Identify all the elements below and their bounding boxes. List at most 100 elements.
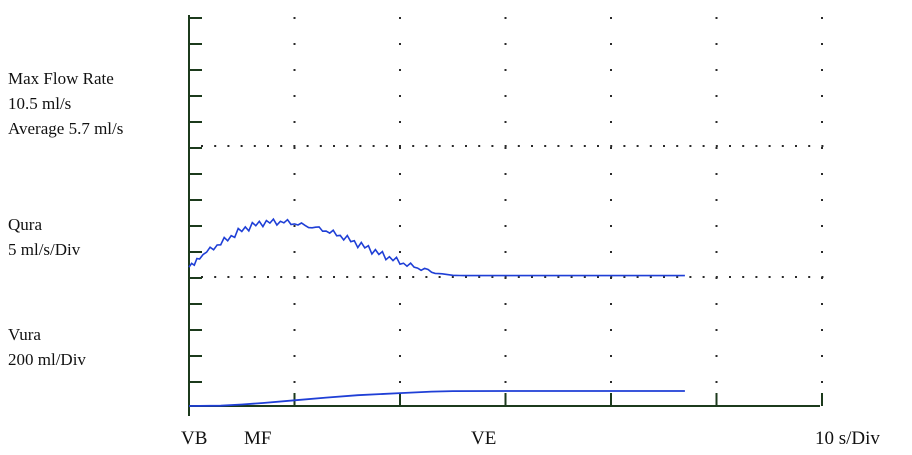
grid-dot xyxy=(425,145,428,147)
grid-dot xyxy=(715,329,718,331)
grid-dot xyxy=(504,381,507,383)
grid-dot xyxy=(610,95,612,97)
grid-dot xyxy=(478,276,481,278)
grid-dot xyxy=(504,121,507,123)
grid-dot xyxy=(808,145,811,147)
marker-label-vb: VB xyxy=(181,428,208,449)
grid-dot xyxy=(715,17,718,19)
grid-dot xyxy=(399,276,401,278)
grid-dot xyxy=(557,276,560,278)
grid-dot xyxy=(399,147,401,149)
grid-dot xyxy=(293,95,296,97)
chart-traces xyxy=(188,217,685,407)
grid-dot xyxy=(715,145,718,147)
grid-dot xyxy=(504,329,507,331)
grid-dot xyxy=(293,69,296,71)
grid-dot xyxy=(821,43,823,45)
grid-dot xyxy=(346,276,349,278)
grid-dot xyxy=(531,145,533,147)
grid-dot xyxy=(821,381,823,383)
grid-dot xyxy=(715,173,718,175)
grid-dot xyxy=(293,147,296,149)
grid-dot xyxy=(821,173,823,175)
grid-dot xyxy=(293,173,296,175)
chart-axes xyxy=(188,15,823,416)
grid-dot xyxy=(544,276,547,278)
grid-dot xyxy=(821,199,823,201)
grid-dot xyxy=(649,145,652,147)
grid-dot xyxy=(504,303,507,305)
grid-dot xyxy=(570,276,573,278)
grid-dot xyxy=(610,121,612,123)
grid-dot xyxy=(399,225,401,227)
flow-rate-trace xyxy=(188,217,685,277)
grid-dot xyxy=(715,381,718,383)
grid-dot xyxy=(293,276,296,278)
grid-dot xyxy=(504,251,507,253)
grid-dot xyxy=(412,276,415,278)
grid-dot xyxy=(676,145,679,147)
grid-dot xyxy=(504,276,507,278)
grid-dot xyxy=(715,43,718,45)
grid-dot xyxy=(663,145,665,147)
grid-dot xyxy=(240,145,243,147)
grid-dot xyxy=(636,145,639,147)
grid-dot xyxy=(504,147,507,149)
grid-dot xyxy=(557,145,560,147)
grid-dot xyxy=(280,276,283,278)
grid-dot xyxy=(570,145,573,147)
grid-dot xyxy=(729,145,731,147)
grid-dot xyxy=(610,17,612,19)
grid-dot xyxy=(504,43,507,45)
grid-dot xyxy=(795,276,797,278)
grid-dot xyxy=(689,145,692,147)
grid-dot xyxy=(715,251,718,253)
grid-dot xyxy=(253,145,256,147)
grid-dot xyxy=(689,276,692,278)
grid-dot xyxy=(293,17,296,19)
grid-dot xyxy=(504,225,507,227)
grid-dot xyxy=(821,17,823,19)
grid-dot xyxy=(372,145,375,147)
grid-dot xyxy=(610,276,613,278)
vura-title: Vura xyxy=(8,325,41,344)
grid-dot xyxy=(293,355,296,357)
volume-trace xyxy=(188,390,685,407)
grid-dot xyxy=(597,145,599,147)
grid-dot xyxy=(531,276,533,278)
grid-dot xyxy=(715,276,718,278)
grid-dot xyxy=(465,276,467,278)
grid-dot xyxy=(517,145,520,147)
grid-dot xyxy=(623,276,626,278)
grid-dot xyxy=(333,145,335,147)
grid-dot xyxy=(821,69,823,71)
grid-dot xyxy=(610,43,612,45)
grid-dot xyxy=(293,329,296,331)
grid-dot xyxy=(346,145,349,147)
grid-dot xyxy=(399,199,401,201)
grid-dot xyxy=(412,145,415,147)
grid-dot xyxy=(504,173,507,175)
grid-dot xyxy=(781,276,784,278)
grid-dot xyxy=(372,276,375,278)
grid-dot xyxy=(478,145,481,147)
grid-dot xyxy=(610,355,612,357)
grid-dot xyxy=(610,147,612,149)
time-scale-label: 10 s/Div xyxy=(815,428,880,449)
grid-dot xyxy=(702,145,705,147)
qura-scale: 5 ml/s/Div xyxy=(8,240,81,259)
max-flow-value: 10.5 ml/s xyxy=(8,94,72,113)
grid-dot xyxy=(715,95,718,97)
grid-dot xyxy=(306,145,309,147)
grid-dot xyxy=(293,43,296,45)
grid-dot xyxy=(821,276,824,278)
grid-dot xyxy=(201,145,203,147)
grid-dot xyxy=(267,276,269,278)
grid-dot xyxy=(821,329,823,331)
grid-dot xyxy=(438,276,441,278)
grid-dot xyxy=(399,17,401,19)
qura-info: Qura 5 ml/s/Div xyxy=(8,212,80,262)
grid-dot xyxy=(399,95,401,97)
vura-info: Vura 200 ml/Div xyxy=(8,322,86,372)
